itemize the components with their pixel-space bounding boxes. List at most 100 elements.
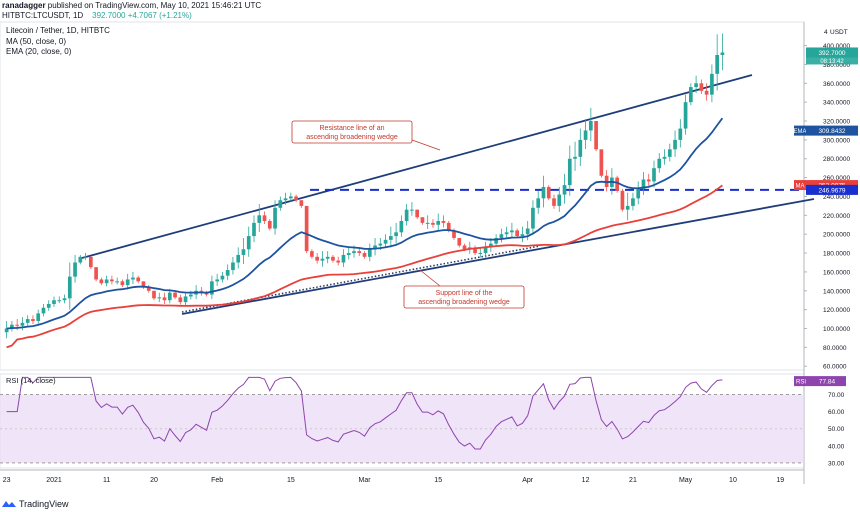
candle-body <box>157 297 162 299</box>
support-annotation: Support line of the ascending broadening … <box>403 285 525 309</box>
time-tick-label: Mar <box>358 477 371 484</box>
ema-badge-label: EMA <box>793 129 806 135</box>
candle-body <box>67 276 72 299</box>
candle-body <box>489 243 493 248</box>
candle-body <box>115 281 119 283</box>
last-price-badge-value: 392.7000 <box>818 50 845 57</box>
candle-body <box>710 73 714 95</box>
candle-body <box>536 198 541 208</box>
candle-body <box>4 328 9 333</box>
candle-body <box>262 215 267 221</box>
candle-body <box>420 217 425 223</box>
candle-body <box>425 222 430 224</box>
candle-body <box>504 232 509 235</box>
author[interactable]: ranadagger <box>2 1 46 10</box>
time-tick-label: 12 <box>582 477 590 484</box>
candle-body <box>246 236 251 250</box>
candle-body <box>410 209 414 211</box>
price-tick-label: 380.0000 <box>823 62 850 69</box>
candle-body <box>341 254 346 263</box>
candle-body <box>704 90 709 95</box>
candle-body <box>225 270 230 276</box>
candle-body <box>383 239 388 244</box>
rsi-badge-value: 77.84 <box>819 379 836 386</box>
price-tick-label: 300.0000 <box>823 137 850 144</box>
candle-body <box>720 52 725 56</box>
resistance-line <box>81 74 753 259</box>
candle-body <box>331 256 335 261</box>
candle-body <box>36 313 41 321</box>
ema-badge-bg <box>806 125 858 136</box>
resistance-annotation-box <box>291 120 413 144</box>
candle-body <box>215 279 219 282</box>
candle-body <box>494 237 498 244</box>
candle-body <box>667 149 672 157</box>
price-tick-label: 80.0000 <box>823 345 847 352</box>
ema-20-line <box>6 117 724 330</box>
rsi-tick-label: 50.00 <box>828 426 845 433</box>
candle-body <box>46 303 51 308</box>
time-tick-label: Feb <box>211 477 223 484</box>
candle-body <box>589 121 593 131</box>
price-tick-label: 60.0000 <box>823 364 847 371</box>
rsi-tick-label: 70.00 <box>828 392 845 399</box>
candle-body <box>104 279 109 284</box>
candle-body <box>520 234 525 237</box>
candle-body <box>10 324 14 329</box>
candle-body <box>25 319 30 323</box>
candle-body <box>325 256 330 259</box>
candle-body <box>715 55 719 74</box>
price-tick-label: 320.0000 <box>823 119 850 126</box>
candle-body <box>625 205 630 210</box>
time-tick-label: 19 <box>776 477 784 484</box>
candle-body <box>567 158 572 186</box>
price-tick-label: 360.0000 <box>823 81 850 88</box>
candle-body <box>436 220 441 225</box>
candle-body <box>636 188 641 199</box>
candle-body <box>646 179 651 182</box>
candle-body <box>346 253 351 255</box>
last-price-badge: 392.7000 <box>806 47 858 58</box>
candle-body <box>389 236 393 240</box>
candle-body <box>204 292 209 295</box>
ma-badge-label: MA <box>796 184 805 190</box>
candle-body <box>189 294 193 297</box>
ema-badge: EMA 309.8432 <box>793 125 858 136</box>
candle-body <box>378 243 383 246</box>
time-tick-label: 15 <box>434 477 442 484</box>
candle-body <box>125 279 130 286</box>
price-tick-label: 180.0000 <box>823 251 850 258</box>
resistance-annotation-text: Resistance line of an <box>320 125 385 132</box>
candle-body <box>15 324 19 326</box>
legend-ema: EMA (20, close, 0) <box>6 47 72 56</box>
candle-body <box>178 297 183 303</box>
time-tick-label: 20 <box>150 477 158 484</box>
rsi-badge-bg <box>808 376 846 387</box>
price-tick-label: 220.0000 <box>823 213 850 220</box>
candle-body <box>136 277 141 282</box>
price-tick-label: 240.0000 <box>823 194 850 201</box>
candle-body <box>357 251 362 254</box>
candle-body <box>531 207 535 229</box>
candle-body <box>657 158 662 169</box>
resistance-annotation-text: ascending broadening wedge <box>306 134 398 141</box>
candle-body <box>267 220 272 229</box>
publish-line: ranadagger published on TradingView.com,… <box>2 1 262 10</box>
time-tick-label: 23 <box>3 477 11 484</box>
candle-body <box>41 307 46 314</box>
candle-body <box>289 196 293 199</box>
candle-body <box>73 262 77 277</box>
candle-body <box>452 230 456 238</box>
tradingview-logo[interactable]: TradingView <box>2 499 69 509</box>
price-tick-label: 400.0000 <box>823 43 850 50</box>
candle-body <box>373 245 377 250</box>
candle-body <box>541 187 546 199</box>
price-pane <box>0 21 805 371</box>
support-annotation-box <box>403 285 525 309</box>
level-badge-bg <box>806 184 858 195</box>
ma-badge-label-bg <box>794 180 806 191</box>
support-pointer <box>419 269 441 287</box>
support-annotation-text: Support line of the <box>436 290 493 297</box>
